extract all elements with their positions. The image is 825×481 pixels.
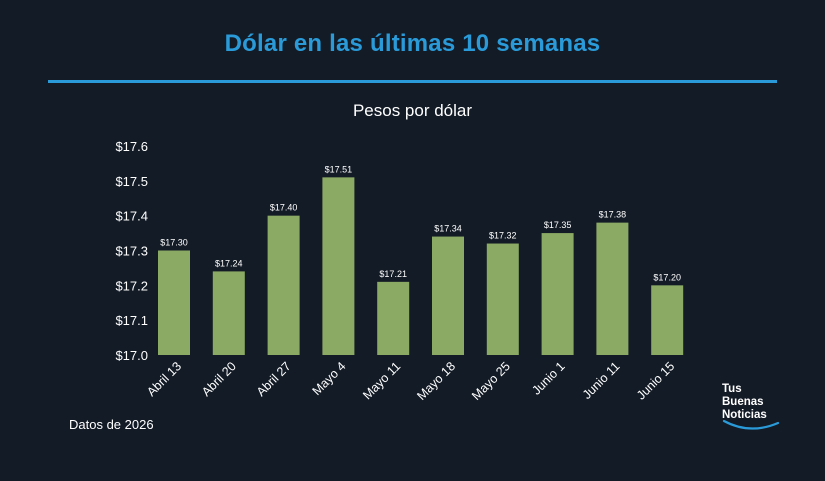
y-tick-label: $17.5 xyxy=(115,174,148,189)
logo-line-1: Tus xyxy=(722,383,742,395)
bar-value-label: $17.20 xyxy=(653,272,681,282)
x-tick-label: Mayo 11 xyxy=(360,359,403,402)
bar xyxy=(377,281,410,355)
bar-value-label: $17.24 xyxy=(215,258,243,268)
bar xyxy=(322,177,355,355)
x-tick-label: Abril 27 xyxy=(254,359,294,399)
chart-subtitle: Pesos por dólar xyxy=(352,101,473,120)
x-tick-label: Junio 15 xyxy=(634,359,677,402)
bar xyxy=(541,233,574,355)
x-tick-label: Abril 20 xyxy=(199,359,239,399)
logo-line-2: Buenas xyxy=(722,396,764,408)
x-tick-label: Mayo 18 xyxy=(414,359,458,403)
bar xyxy=(486,243,519,355)
y-tick-label: $17.4 xyxy=(115,209,148,224)
y-tick-label: $17.3 xyxy=(115,244,148,259)
y-tick-label: $17.0 xyxy=(115,348,148,363)
chart-title: Dólar en las últimas 10 semanas xyxy=(224,30,601,57)
bar xyxy=(158,250,190,355)
bar-value-label: $17.40 xyxy=(270,203,298,213)
bar-value-label: $17.34 xyxy=(434,224,462,234)
x-tick-label: Junio 11 xyxy=(580,359,623,402)
footnote: Datos de 2026 xyxy=(69,417,154,432)
x-tick-label: Mayo 4 xyxy=(310,359,349,398)
x-tick-label: Mayo 25 xyxy=(469,359,513,403)
x-tick-label: Abril 13 xyxy=(144,359,184,399)
y-tick-label: $17.6 xyxy=(115,139,148,154)
logo-line-3: Noticias xyxy=(722,409,767,421)
bar xyxy=(651,285,684,355)
bar xyxy=(267,215,300,355)
x-tick-label: Junio 1 xyxy=(529,359,567,397)
y-tick-label: $17.1 xyxy=(115,313,148,328)
brand-logo: Tus Buenas Noticias xyxy=(722,383,782,435)
y-tick-label: $17.2 xyxy=(115,278,148,293)
title-divider xyxy=(48,80,777,83)
bar-value-label: $17.38 xyxy=(599,210,627,220)
bar-value-label: $17.30 xyxy=(160,238,188,248)
bar xyxy=(212,271,245,355)
bar-value-label: $17.21 xyxy=(379,269,407,279)
bar xyxy=(596,222,629,355)
bar-value-label: $17.32 xyxy=(489,231,517,241)
logo-swoosh-icon xyxy=(722,419,780,430)
bar-value-label: $17.35 xyxy=(544,220,572,230)
bar-value-label: $17.51 xyxy=(325,164,353,174)
bar xyxy=(432,236,464,355)
